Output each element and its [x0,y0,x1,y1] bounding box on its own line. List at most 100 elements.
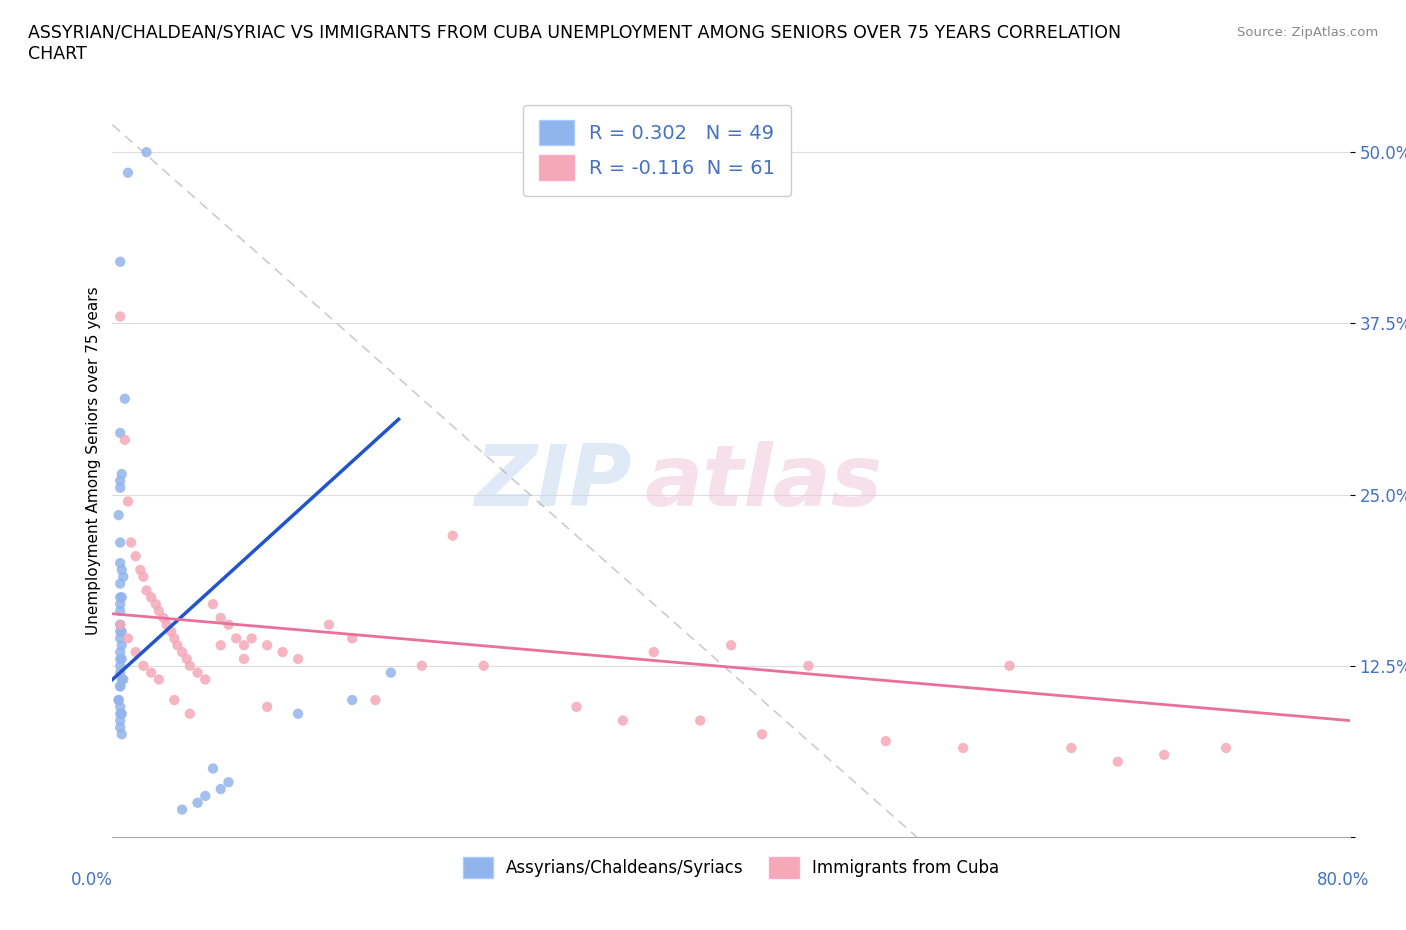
Point [209,781,232,796]
Point [411,658,433,673]
Point [155,618,177,632]
Point [135,145,157,160]
Point [163,693,186,708]
Text: 80.0%: 80.0% [1316,871,1369,889]
Point [110,652,132,667]
Point [1060,740,1083,755]
Point [129,563,152,578]
Point [1153,748,1175,763]
Point [166,638,188,653]
Point [287,652,309,667]
Point [110,618,132,632]
Point [124,549,148,564]
Point [111,727,134,742]
Point [114,432,136,447]
Point [135,583,157,598]
Point [148,604,170,618]
Point [172,803,194,817]
Point [117,166,139,180]
Point [340,693,363,708]
Point [112,569,135,584]
Point [117,494,139,509]
Text: Source: ZipAtlas.com: Source: ZipAtlas.com [1237,26,1378,39]
Point [110,644,132,659]
Text: CHART: CHART [28,45,87,62]
Point [209,610,232,625]
Point [256,638,278,653]
Point [132,569,155,584]
Point [110,535,132,550]
Point [111,563,134,578]
Point [111,652,134,667]
Point [107,693,129,708]
Point [612,713,634,728]
Point [689,713,711,728]
Point [132,658,155,673]
Text: ASSYRIAN/CHALDEAN/SYRIAC VS IMMIGRANTS FROM CUBA UNEMPLOYMENT AMONG SENIORS OVER: ASSYRIAN/CHALDEAN/SYRIAC VS IMMIGRANTS F… [28,23,1121,41]
Point [110,665,132,680]
Point [233,652,256,667]
Point [797,658,820,673]
Point [148,672,170,687]
Text: atlas: atlas [644,442,883,525]
Point [202,761,225,776]
Point [111,638,134,653]
Point [186,665,209,680]
Y-axis label: Unemployment Among Seniors over 75 years: Unemployment Among Seniors over 75 years [86,286,101,634]
Point [172,644,194,659]
Point [472,658,495,673]
Point [110,473,132,488]
Point [110,658,132,673]
Point [110,590,132,604]
Point [145,597,167,612]
Point [111,467,134,482]
Point [875,734,897,749]
Point [110,706,132,721]
Point [110,480,132,495]
Point [152,610,174,625]
Point [110,555,132,570]
Point [117,631,139,645]
Point [1215,740,1237,755]
Point [565,699,588,714]
Point [110,309,132,324]
Point [110,604,132,618]
Point [287,706,309,721]
Point [110,631,132,645]
Point [209,638,232,653]
Point [112,672,135,687]
Point [952,740,974,755]
Point [110,679,132,694]
Point [110,577,132,591]
Point [225,631,247,645]
Text: ZIP: ZIP [474,442,633,525]
Point [364,693,387,708]
Point [1107,754,1129,769]
Point [110,624,132,639]
Point [110,597,132,612]
Point [176,652,198,667]
Point [110,679,132,694]
Point [240,631,263,645]
Point [380,665,402,680]
Point [217,618,239,632]
Legend: Assyrians/Chaldeans/Syriacs, Immigrants from Cuba: Assyrians/Chaldeans/Syriacs, Immigrants … [456,850,1007,885]
Point [110,426,132,441]
Point [110,618,132,632]
Point [111,706,134,721]
Point [111,624,134,639]
Point [179,658,201,673]
Point [194,789,217,804]
Point [271,644,294,659]
Point [110,254,132,269]
Point [720,638,742,653]
Point [194,672,217,687]
Point [124,644,148,659]
Point [233,638,256,653]
Point [998,658,1021,673]
Point [120,535,142,550]
Point [111,590,134,604]
Point [107,693,129,708]
Point [107,508,129,523]
Point [163,631,186,645]
